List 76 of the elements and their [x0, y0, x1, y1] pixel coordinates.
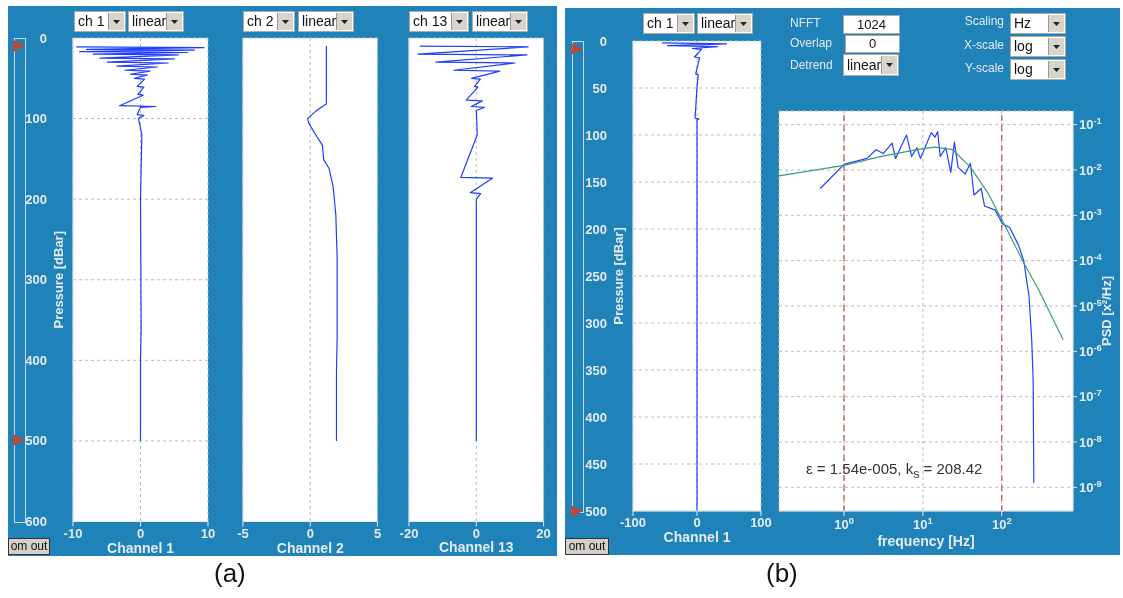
- y-tick-label: 10$^{-9}$: [1079, 478, 1102, 495]
- x-tick-label: 20: [536, 525, 551, 541]
- y-axis-title: Pressure [dBar]: [51, 230, 66, 329]
- y-axis-title: Pressure [dBar]: [611, 227, 626, 325]
- dropdown: log: [1010, 59, 1066, 80]
- x-tick-label: 10: [200, 525, 216, 541]
- text: X-scale: [963, 38, 1004, 52]
- x-tick-label: -10: [63, 525, 83, 541]
- dropdown: ch 1: [643, 13, 695, 34]
- y-tick-label: 10$^{-4}$: [1079, 252, 1103, 269]
- text: NFFT: [790, 16, 822, 30]
- dropdown: linear: [697, 13, 753, 34]
- y-tick-label: 500: [25, 432, 47, 448]
- x-tick-label: 100: [750, 515, 772, 531]
- y-tick-label: 10$^{-8}$: [1079, 433, 1102, 450]
- x-tick-label: 0: [472, 525, 480, 541]
- dropdown: ch 13: [409, 11, 469, 32]
- line-series: [75, 45, 205, 442]
- text-field: 0: [845, 35, 900, 53]
- y-tick-label: 50: [592, 80, 607, 96]
- y-tick-label: 0: [599, 33, 607, 49]
- button: om out: [565, 538, 609, 555]
- dropdown: linear: [128, 11, 184, 32]
- text: Scaling: [963, 14, 1004, 28]
- x-axis-title: Channel 1: [107, 539, 175, 555]
- y-tick-label: 300: [25, 271, 47, 287]
- y-tick-label: 10$^{-3}$: [1079, 206, 1102, 223]
- line-series: [661, 42, 728, 511]
- y-tick-label: 10$^{-7}$: [1079, 388, 1102, 405]
- y-tick-label: 250: [585, 268, 607, 284]
- y-tick-label: 100: [25, 110, 47, 126]
- x-axis-title: Channel 2: [276, 539, 344, 555]
- y-tick-label: 0: [39, 30, 47, 46]
- y-tick-label: 10$^{-5}$: [1079, 297, 1102, 314]
- y-tick-label: 350: [585, 362, 607, 378]
- text: Overlap: [790, 36, 834, 50]
- x-tick-label: -20: [399, 525, 419, 541]
- text: (b): [766, 558, 798, 589]
- annotation: ε = 1.54e-005, k$_{s}$ = 208.42: [806, 460, 983, 481]
- x-tick-label: 0: [306, 525, 314, 541]
- x-axis-title: Channel 13: [438, 538, 514, 555]
- x-tick-label: 10$^{2}$: [991, 516, 1012, 533]
- y-tick-label: 200: [585, 221, 607, 237]
- x-axis-title: Channel 1: [663, 529, 731, 545]
- y-tick-label: 500: [585, 503, 607, 519]
- text: Y-scale: [964, 61, 1004, 75]
- x-tick-label: -5: [237, 525, 249, 541]
- dropdown: linear: [298, 11, 354, 32]
- x-tick-label: 0: [136, 525, 145, 541]
- y-tick-label: 450: [585, 456, 607, 472]
- y-tick-label: 10$^{-6}$: [1079, 342, 1102, 359]
- y-tick-label: 10$^{-1}$: [1079, 116, 1102, 133]
- dropdown: linear: [472, 11, 528, 32]
- y-tick-label: 10$^{-2}$: [1079, 161, 1102, 178]
- dropdown: log: [1010, 36, 1066, 57]
- y-tick-label: 400: [585, 409, 607, 425]
- dropdown: linear: [843, 54, 899, 76]
- y-tick-label: 300: [585, 315, 607, 331]
- x-axis-title: frequency [Hz]: [877, 533, 975, 549]
- y-tick-label: 400: [25, 352, 47, 368]
- x-tick-label: 0: [693, 515, 701, 531]
- text-field: 1024: [843, 15, 900, 34]
- x-tick-label: 10$^{1}$: [913, 516, 933, 533]
- dropdown: ch 2: [243, 11, 295, 32]
- y-tick-label: 100: [585, 127, 607, 143]
- text: Detrend: [790, 58, 834, 72]
- y-tick-label: 150: [585, 174, 607, 190]
- y-tick-label: 200: [25, 191, 47, 207]
- button: om out: [8, 538, 50, 555]
- x-tick-label: 10$^{0}$: [834, 516, 854, 533]
- x-tick-label: 5: [373, 525, 382, 541]
- dropdown: ch 1: [74, 11, 126, 32]
- dropdown: Hz: [1010, 13, 1066, 34]
- text: (a): [214, 558, 246, 589]
- y-tick-label: 600: [25, 513, 47, 529]
- x-tick-label: -100: [619, 515, 647, 531]
